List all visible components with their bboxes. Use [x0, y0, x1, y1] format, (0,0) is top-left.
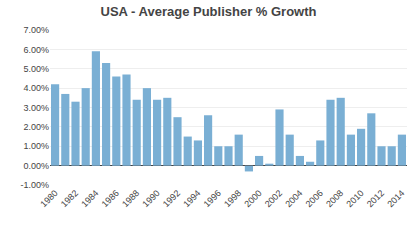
svg-text:-1.00%: -1.00% — [20, 180, 49, 190]
svg-text:2008: 2008 — [324, 188, 345, 209]
svg-text:2002: 2002 — [263, 188, 284, 209]
svg-text:1986: 1986 — [100, 188, 121, 209]
svg-text:1996: 1996 — [202, 188, 223, 209]
svg-text:2004: 2004 — [283, 188, 304, 209]
svg-text:4.00%: 4.00% — [23, 83, 49, 93]
svg-text:1998: 1998 — [222, 188, 243, 209]
svg-text:1982: 1982 — [59, 188, 80, 209]
svg-text:1988: 1988 — [120, 188, 141, 209]
svg-text:1990: 1990 — [140, 188, 161, 209]
svg-text:2006: 2006 — [304, 188, 325, 209]
svg-text:USA - Average Publisher % Grow: USA - Average Publisher % Growth — [101, 4, 317, 19]
svg-text:1992: 1992 — [161, 188, 182, 209]
svg-text:1994: 1994 — [181, 188, 202, 209]
svg-text:2012: 2012 — [365, 188, 386, 209]
svg-text:2.00%: 2.00% — [23, 122, 49, 132]
svg-text:2010: 2010 — [344, 188, 365, 209]
svg-text:1980: 1980 — [38, 188, 59, 209]
svg-text:7.00%: 7.00% — [23, 25, 49, 35]
svg-text:2014: 2014 — [385, 188, 406, 209]
svg-text:1984: 1984 — [79, 188, 100, 209]
svg-text:3.00%: 3.00% — [23, 103, 49, 113]
svg-text:1.00%: 1.00% — [23, 141, 49, 151]
svg-text:2000: 2000 — [242, 188, 263, 209]
svg-text:5.00%: 5.00% — [23, 64, 49, 74]
svg-text:6.00%: 6.00% — [23, 45, 49, 55]
svg-text:0.00%: 0.00% — [23, 161, 49, 171]
